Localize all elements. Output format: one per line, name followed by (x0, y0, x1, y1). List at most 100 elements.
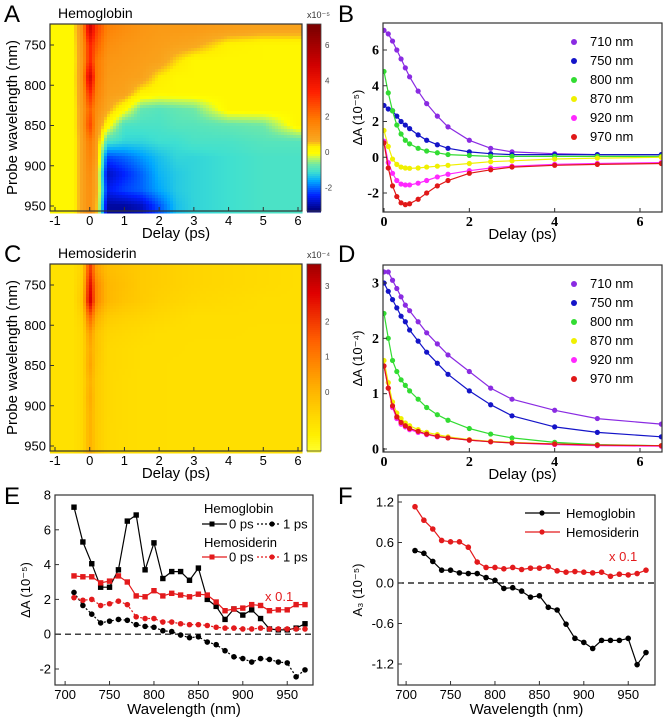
heatmap-cell (257, 51, 261, 55)
heatmap-cell (101, 150, 105, 154)
heatmap-cell (62, 33, 66, 37)
heatmap-cell (95, 105, 99, 109)
heatmap-cell (158, 111, 162, 115)
heatmap-cell (113, 93, 117, 97)
heatmap-cell (101, 192, 105, 196)
heatmap-cell (185, 66, 189, 70)
heatmap-cell (101, 69, 105, 73)
heatmap-cell (173, 141, 177, 145)
heatmap-cell (173, 78, 177, 82)
heatmap-cell (278, 99, 282, 103)
heatmap-cell (218, 162, 222, 166)
heatmap-cell (212, 54, 216, 58)
heatmap-cell (254, 72, 258, 76)
heatmap-cell (128, 150, 132, 154)
heatmap-cell (209, 162, 213, 166)
heatmap-cell (74, 108, 78, 112)
heatmap-cell (134, 174, 138, 178)
heatmap-cell (266, 129, 270, 133)
heatmap-cell (152, 69, 156, 73)
heatmap-cell (200, 162, 204, 166)
heatmap-cell (128, 153, 132, 157)
heatmap-cell (158, 150, 162, 154)
heatmap-cell (62, 126, 66, 130)
heatmap-cell (173, 147, 177, 151)
heatmap-cell (215, 147, 219, 151)
heatmap-cell (200, 150, 204, 154)
heatmap-cell (203, 180, 207, 184)
heatmap-cell (155, 36, 159, 40)
heatmap-cell (209, 87, 213, 91)
heatmap-cell (197, 30, 201, 34)
heatmap-cell (119, 57, 123, 61)
heatmap-cell (242, 180, 246, 184)
heatmap-cell (275, 60, 279, 64)
heatmap-cell (65, 177, 69, 181)
heatmap-cell (245, 108, 249, 112)
heatmap-cell (86, 180, 90, 184)
heatmap-cell (287, 183, 291, 187)
heatmap-cell (254, 42, 258, 46)
heatmap-cell (179, 102, 183, 106)
heatmap-cell (272, 189, 276, 193)
heatmap-cell (266, 126, 270, 130)
heatmap-cell (161, 138, 165, 142)
heatmap-cell (80, 42, 84, 46)
heatmap-cell (77, 186, 81, 190)
heatmap-cell (161, 105, 165, 109)
heatmap-cell (83, 162, 87, 166)
heatmap-cell (170, 48, 174, 52)
heatmap-cell (104, 132, 108, 136)
heatmap-cell (263, 150, 267, 154)
heatmap-cell (233, 114, 237, 118)
heatmap-cell (149, 153, 153, 157)
heatmap-cell (125, 60, 129, 64)
heatmap-cell (251, 129, 255, 133)
heatmap-cell (122, 126, 126, 130)
heatmap-cell (224, 36, 228, 40)
heatmap-cell (89, 156, 93, 160)
heatmap-cell (53, 144, 57, 148)
heatmap-cell (299, 30, 303, 34)
heatmap-cell (215, 108, 219, 112)
heatmap-cell (134, 153, 138, 157)
heatmap-cell (242, 57, 246, 61)
heatmap-cell (125, 183, 129, 187)
heatmap-cell (203, 39, 207, 43)
heatmap-cell (122, 189, 126, 193)
heatmap-cell (278, 117, 282, 121)
heatmap-cell (119, 33, 123, 37)
heatmap-cell (158, 105, 162, 109)
heatmap-cell (248, 93, 252, 97)
heatmap-cell (59, 201, 63, 205)
heatmap-cell (152, 78, 156, 82)
heatmap-cell (161, 36, 165, 40)
heatmap-cell (260, 141, 264, 145)
heatmap-cell (170, 99, 174, 103)
heatmap-cell (68, 186, 72, 190)
heatmap-cell (110, 72, 114, 76)
heatmap-cell (89, 102, 93, 106)
heatmap-cell (272, 54, 276, 58)
heatmap-cell (122, 75, 126, 79)
heatmap-cell (209, 183, 213, 187)
heatmap-cell (293, 162, 297, 166)
heatmap-cell (71, 141, 75, 145)
heatmap-cell (299, 159, 303, 163)
heatmap-cell (212, 198, 216, 202)
heatmap-cell (275, 105, 279, 109)
heatmap-cell (287, 84, 291, 88)
heatmap-cell (65, 198, 69, 202)
heatmap-cell (101, 72, 105, 76)
heatmap-cell (239, 99, 243, 103)
heatmap-cell (230, 63, 234, 67)
heatmap-cell (269, 48, 273, 52)
heatmap-cell (92, 180, 96, 184)
heatmap-cell (125, 78, 129, 82)
heatmap-cell (104, 96, 108, 100)
heatmap-cell (254, 114, 258, 118)
heatmap-cell (281, 189, 285, 193)
heatmap-cell (212, 123, 216, 127)
heatmap-cell (299, 87, 303, 91)
heatmap-cell (134, 123, 138, 127)
